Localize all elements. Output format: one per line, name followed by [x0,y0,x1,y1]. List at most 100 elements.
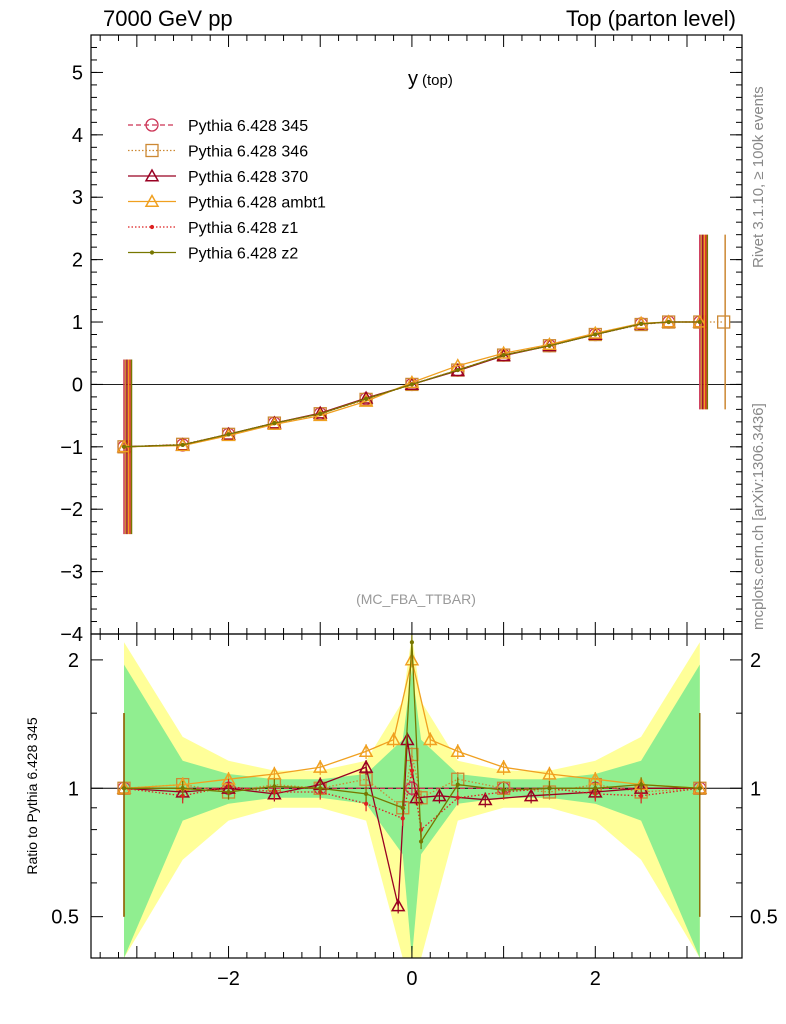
ratio-point [180,793,185,798]
x-tick-label: −2 [217,968,240,990]
legend-marker [144,193,160,208]
ratio-point [386,732,401,746]
data-point [542,336,557,351]
legend-label: Pythia 6.428 370 [188,169,308,186]
ratio-y-tick-label-right: 1 [750,778,761,800]
legend-label: Pythia 6.428 z2 [188,246,298,263]
chart-title-sub: (top) [422,72,453,89]
chart-title: y [408,68,418,90]
data-point [666,319,671,325]
data-point [547,343,552,348]
ratio-frame [90,633,743,959]
y-tick-label: −3 [60,562,83,584]
ratio-y-tick-label: 0.5 [51,907,79,929]
data-point [455,367,460,373]
ratio-point [358,743,374,757]
ratio-point [400,732,415,746]
data-point [588,325,603,339]
ratio-point [496,759,511,773]
data-point [272,421,277,426]
ratio-point [501,788,506,793]
y-tick-label: −1 [60,437,83,459]
ratio-series-5 [121,634,702,917]
header-right: Top (parton level) [566,6,736,31]
ratio-point [400,816,405,821]
main-plot: −4 −3 −2 −1 0 1 2 3 4 5 y (top) (MC_FBA_TTBAR) Pythia… [60,34,743,646]
ratio-point [418,839,424,844]
data-point [501,352,506,358]
ratio-point [422,732,438,746]
data-point [180,442,185,448]
ratio-y-axis-label: Ratio to Pythia 6.428 345 [24,717,40,874]
y-tick-label: 5 [72,62,83,84]
data-point [404,375,420,389]
data-point [363,396,369,401]
data-point [496,345,511,359]
data-point [409,382,415,387]
ratio-point [226,789,231,795]
ratio-point [542,766,557,780]
ratio-point [390,898,406,912]
data-point [121,444,127,449]
y-tick-label: 4 [72,125,83,147]
ratio-y-tick-label: 1 [68,778,79,800]
ratio-point [180,786,185,791]
header-left: 7000 GeV pp [103,6,233,31]
ratio-point [318,786,323,791]
legend-label: Pythia 6.428 345 [188,118,308,135]
ratio-point [400,805,405,810]
data-point [312,408,328,422]
y-tick-label: 1 [72,312,83,334]
data-point [226,432,231,437]
data-point [697,319,702,325]
y-tick-label: 0 [72,374,83,396]
ratio-point [477,792,493,806]
legend-marker [145,118,159,132]
y-tick-label: 3 [72,187,83,209]
ratio-point [547,786,552,791]
series-5 [121,234,709,535]
ratio-point [358,759,374,773]
ratio-plot: −2 0 2 0.5 0.5 1 1 2 2 Ratio to Pythia 6.428 345 [24,633,778,990]
ratio-point [523,788,539,802]
ratio-point [404,652,420,666]
ratio-point [363,801,369,806]
data-point [358,393,374,407]
y-tick-label: 2 [72,250,83,272]
chart-watermark: (MC_FBA_TTBAR) [356,591,476,607]
y-tick-label: −2 [60,499,83,521]
series-line [123,321,700,448]
ratio-point [312,759,328,773]
ratio-point [450,743,466,757]
legend-marker [144,168,160,182]
ratio-line [123,754,700,809]
x-tick-label: 2 [590,968,601,990]
legend-marker [145,143,159,158]
y-tick-label: −4 [60,624,83,646]
legend-label: Pythia 6.428 346 [188,144,308,161]
ratio-point [455,795,460,800]
ratio-band-inner [124,664,700,958]
data-point [318,411,323,416]
legend-label: Pythia 6.428 ambt1 [188,195,326,212]
ratio-point [432,788,447,802]
ratio-y-tick-label: 2 [68,650,79,672]
ratio-point [121,786,127,791]
data-point [633,315,649,329]
ratio-point [639,782,644,787]
ratio-point [639,793,644,798]
ratio-point [405,781,419,795]
data-point [593,332,598,337]
data-point [639,321,644,326]
ratio-point [697,786,702,791]
ratio-point [409,768,415,773]
legend-label: Pythia 6.428 z1 [188,220,298,237]
ratio-point [414,791,428,805]
data-point [717,315,731,329]
ratio-y-tick-label-right: 0.5 [750,907,778,929]
ratio-point [363,791,369,797]
ratio-point [593,786,598,791]
series-line [123,321,700,448]
x-tick-label: 0 [406,968,417,990]
